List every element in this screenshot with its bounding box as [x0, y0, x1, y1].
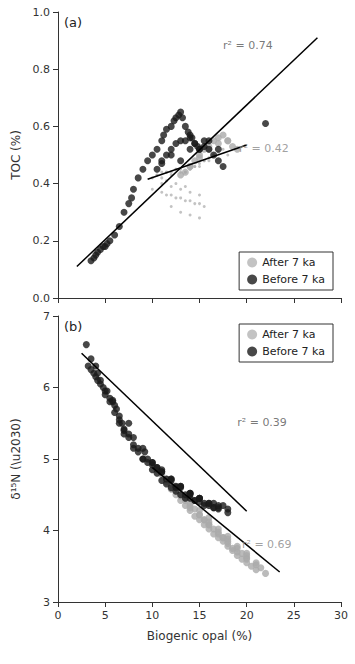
svg-text:25: 25: [287, 609, 301, 622]
svg-text:r² = 0.69: r² = 0.69: [242, 538, 292, 551]
svg-text:r² = 0.74: r² = 0.74: [223, 39, 273, 52]
svg-text:0.2: 0.2: [33, 234, 51, 247]
svg-text:(b): (b): [64, 319, 82, 334]
svg-text:δ¹⁵N (\u2030): δ¹⁵N (\u2030): [9, 418, 23, 499]
svg-text:3: 3: [43, 596, 50, 609]
svg-text:(a): (a): [64, 15, 82, 30]
svg-text:0.8: 0.8: [33, 63, 51, 76]
svg-text:r² = 0.39: r² = 0.39: [237, 416, 287, 429]
svg-text:5: 5: [102, 609, 109, 622]
svg-text:30: 30: [334, 609, 348, 622]
svg-text:4: 4: [43, 524, 50, 537]
svg-text:1.0: 1.0: [33, 6, 51, 19]
svg-text:Before 7 ka: Before 7 ka: [262, 273, 325, 286]
svg-text:15: 15: [193, 609, 207, 622]
svg-text:20: 20: [240, 609, 254, 622]
svg-text:0: 0: [55, 609, 62, 622]
svg-text:Biogenic opal (%): Biogenic opal (%): [147, 629, 253, 643]
svg-text:r² = 0.42: r² = 0.42: [239, 142, 289, 155]
svg-text:10: 10: [145, 609, 159, 622]
svg-text:After 7 ka: After 7 ka: [262, 256, 315, 269]
svg-text:TOC (%): TOC (%): [9, 130, 23, 181]
svg-text:Before 7 ka: Before 7 ka: [262, 345, 325, 358]
svg-text:0.6: 0.6: [33, 120, 51, 133]
svg-text:7: 7: [43, 310, 50, 323]
svg-text:After 7 ka: After 7 ka: [262, 328, 315, 341]
svg-text:6: 6: [43, 381, 50, 394]
svg-text:0.0: 0.0: [33, 292, 51, 305]
svg-text:5: 5: [43, 453, 50, 466]
svg-text:0.4: 0.4: [33, 177, 51, 190]
